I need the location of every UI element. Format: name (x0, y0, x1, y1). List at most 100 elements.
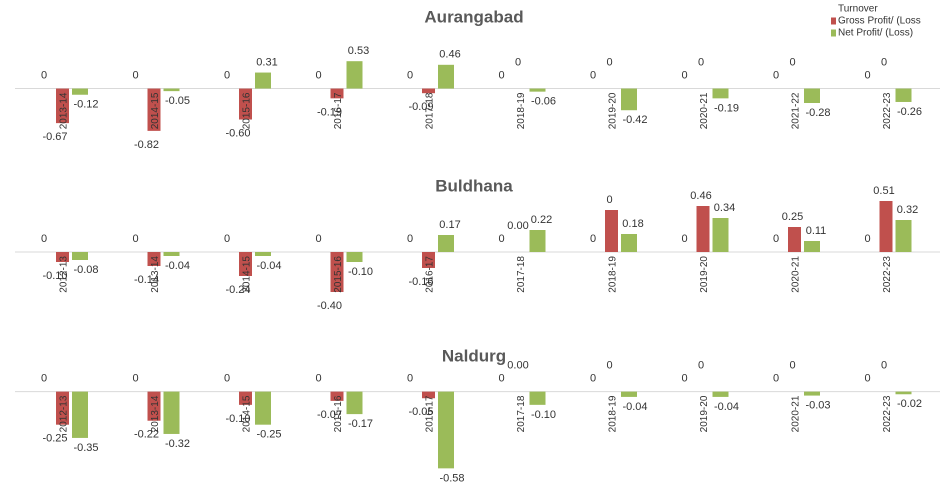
data-label: 0 (407, 69, 413, 81)
x-tick-label: 2018-19 (516, 92, 527, 129)
x-tick-label: 2022-23 (882, 256, 893, 293)
bar (163, 391, 180, 434)
data-label: -0.04 (165, 260, 190, 272)
x-tick-label: 2018-19 (608, 395, 619, 432)
data-label: 0 (590, 69, 596, 81)
x-tick-label: 2021-22 (791, 92, 802, 129)
data-label: 0 (132, 373, 138, 385)
bar (438, 64, 454, 89)
legend-swatch (831, 17, 836, 25)
bar (163, 252, 180, 256)
data-label: -0.10 (531, 409, 556, 421)
bar (696, 206, 710, 252)
x-tick-label: 2013-14 (59, 92, 70, 129)
data-label: -0.08 (73, 264, 98, 276)
bar (56, 88, 69, 124)
legend-label: Gross Profit/ (Loss (838, 16, 921, 27)
bar (879, 201, 893, 252)
data-label: 0 (41, 233, 47, 245)
x-tick-label: 2014-15 (242, 395, 253, 432)
bar (255, 391, 271, 425)
x-tick-label: 2013-14 (150, 256, 161, 293)
data-label: 0.51 (873, 185, 894, 197)
data-label: -0.25 (256, 429, 281, 441)
bar (621, 234, 637, 252)
x-tick-label: 2022-23 (882, 395, 893, 432)
x-tick-label: 2016-17 (333, 92, 344, 129)
data-label: 0 (41, 69, 47, 81)
data-label: 0 (606, 360, 612, 372)
bar (605, 210, 618, 252)
data-label: 0.18 (622, 218, 643, 230)
bar (255, 252, 271, 256)
data-label: -0.25 (42, 433, 67, 445)
x-tick-label: 2013-14 (150, 395, 161, 432)
data-label: 0 (132, 233, 138, 245)
data-label: -0.40 (317, 300, 342, 312)
data-label: 0 (681, 69, 687, 81)
x-tick-label: 2015-16 (333, 256, 344, 293)
data-label: -0.10 (225, 413, 250, 425)
bar (895, 88, 912, 102)
x-tick-label: 2022-23 (882, 92, 893, 129)
bar (346, 391, 363, 415)
data-label: -0.05 (408, 406, 433, 418)
bar (72, 88, 88, 95)
data-label: -0.04 (622, 401, 647, 413)
x-tick-label: 2017-18 (425, 92, 436, 129)
bar (239, 391, 252, 405)
x-tick-label: 2020-21 (791, 395, 802, 432)
x-tick-label: 2017-18 (516, 395, 527, 432)
bar (438, 391, 454, 469)
data-label: -0.32 (165, 438, 190, 450)
data-label: 0 (132, 69, 138, 81)
data-label: 0 (773, 69, 779, 81)
x-tick-label: 2014-15 (150, 92, 161, 129)
x-tick-label: 2020-21 (791, 256, 802, 293)
bar (255, 72, 271, 89)
data-label: -0.17 (348, 418, 373, 430)
data-label: 0 (498, 373, 504, 385)
bar (163, 88, 180, 92)
bar (422, 252, 435, 268)
data-label: 0.53 (348, 45, 369, 57)
bar (56, 252, 69, 262)
data-label: -0.42 (622, 114, 647, 126)
x-tick-label: 2017-18 (516, 256, 527, 293)
bar (804, 88, 820, 103)
data-label: -0.12 (73, 99, 98, 111)
bar (804, 241, 820, 252)
data-label: 0 (498, 233, 504, 245)
bar (56, 391, 69, 425)
bar (422, 391, 435, 399)
x-tick-label: 2014-15 (242, 256, 253, 293)
data-label: -0.26 (897, 106, 922, 118)
data-label: 0 (606, 56, 612, 68)
chart-title: Buldhana (435, 176, 513, 195)
bar (712, 218, 729, 252)
bar (147, 391, 161, 421)
data-label: 0.46 (439, 49, 460, 61)
bar (330, 252, 344, 292)
data-label: -0.82 (134, 139, 159, 151)
x-tick-label: 2016-17 (425, 256, 436, 293)
data-label: 0 (407, 233, 413, 245)
bar (712, 88, 729, 99)
bar (529, 230, 546, 252)
data-label: 0.31 (256, 56, 277, 68)
bar (239, 88, 252, 120)
legend-label: Turnover (838, 4, 878, 15)
x-tick-label: 2012-13 (59, 395, 70, 432)
data-label: 0.17 (439, 219, 460, 231)
data-label: -0.22 (134, 429, 159, 441)
legend-label: Net Profit/ (Loss) (838, 28, 913, 39)
bar (239, 252, 252, 276)
data-label: -0.19 (714, 102, 739, 114)
data-label: -0.04 (714, 401, 739, 413)
data-label: 0 (224, 69, 230, 81)
x-tick-label: 2019-20 (699, 395, 710, 432)
data-label: -0.05 (165, 95, 190, 107)
data-label: 0 (698, 360, 704, 372)
data-label: 0 (864, 233, 870, 245)
x-tick-label: 2020-21 (699, 92, 710, 129)
